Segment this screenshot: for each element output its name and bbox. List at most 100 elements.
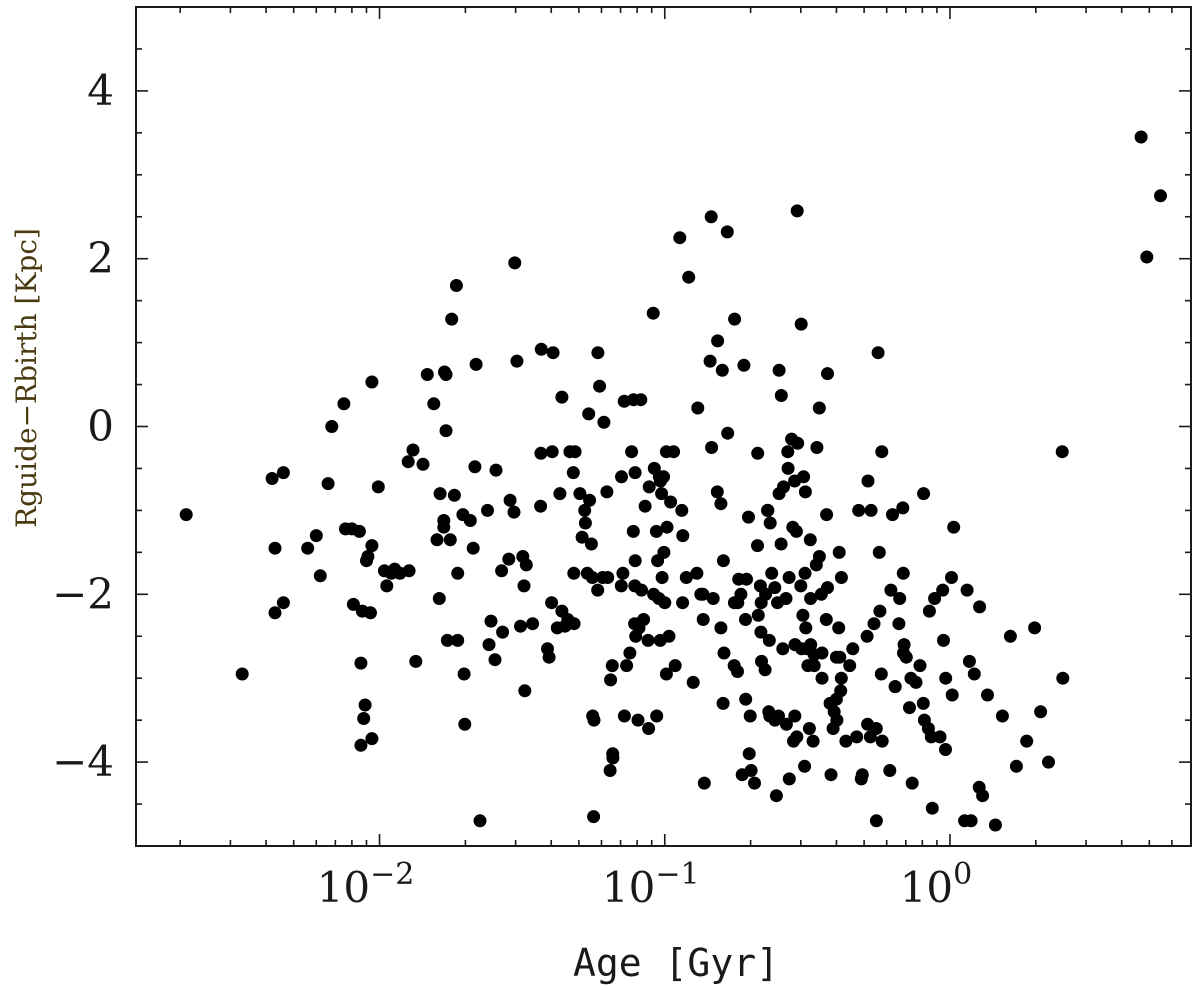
data-point <box>981 688 994 702</box>
data-point <box>869 722 883 735</box>
data-point <box>583 493 597 507</box>
data-point <box>715 363 729 377</box>
data-point <box>534 446 548 460</box>
data-point <box>739 692 753 706</box>
data-point <box>716 696 730 710</box>
data-point <box>883 764 897 777</box>
data-point <box>903 701 916 715</box>
data-point <box>568 445 582 459</box>
data-point <box>794 317 808 331</box>
data-point <box>268 541 282 555</box>
data-point <box>591 346 605 360</box>
data-point <box>1056 671 1070 685</box>
data-point <box>798 759 812 773</box>
data-point <box>1028 621 1042 635</box>
data-point <box>534 342 548 356</box>
data-point <box>696 613 710 626</box>
data-point <box>503 493 517 507</box>
data-point <box>352 524 366 538</box>
data-point <box>646 306 660 320</box>
data-point <box>662 629 676 643</box>
data-point <box>807 659 821 673</box>
data-point <box>945 571 958 584</box>
data-point <box>597 415 611 429</box>
data-point <box>933 730 947 744</box>
data-point <box>1134 130 1148 144</box>
data-point <box>534 499 548 513</box>
data-point <box>420 368 434 381</box>
data-point <box>449 279 463 292</box>
data-point <box>790 730 804 744</box>
data-point <box>631 713 645 727</box>
data-point <box>605 659 619 673</box>
data-point <box>690 566 704 580</box>
data-point <box>553 487 567 501</box>
plot-frame <box>135 6 1192 847</box>
data-point <box>469 357 483 371</box>
data-point <box>774 389 788 402</box>
data-point <box>466 541 480 555</box>
data-point <box>803 533 817 547</box>
data-point <box>696 587 710 601</box>
data-point <box>430 533 444 547</box>
data-point <box>896 566 910 580</box>
data-point <box>796 608 810 622</box>
data-point <box>705 441 719 454</box>
data-point <box>884 583 898 597</box>
data-point <box>649 524 663 538</box>
data-point <box>555 390 569 404</box>
data-point <box>804 638 818 652</box>
data-point <box>660 520 674 534</box>
data-point <box>765 566 779 580</box>
data-point <box>763 516 777 530</box>
data-point <box>947 520 961 534</box>
data-point <box>797 470 811 484</box>
data-point <box>717 646 731 660</box>
data-point <box>916 696 930 710</box>
data-point <box>790 204 804 218</box>
data-point <box>740 572 753 586</box>
data-point <box>832 545 846 559</box>
data-point <box>834 571 848 584</box>
data-point <box>655 571 669 584</box>
data-point <box>893 592 907 605</box>
data-point <box>897 638 911 652</box>
ticks-layer <box>136 6 1192 847</box>
data-point <box>781 445 795 459</box>
data-point <box>546 346 560 360</box>
data-point <box>365 375 379 389</box>
data-point <box>962 654 976 668</box>
data-point <box>758 663 772 677</box>
data-point <box>451 633 465 647</box>
data-point <box>447 488 461 502</box>
data-point <box>815 671 829 685</box>
data-point <box>830 713 844 727</box>
data-point <box>812 550 826 563</box>
data-point <box>769 789 783 803</box>
data-point <box>518 684 532 698</box>
data-point <box>641 633 655 647</box>
data-point <box>620 659 634 673</box>
data-point <box>812 401 826 415</box>
data-point <box>542 650 556 664</box>
data-point <box>591 583 605 597</box>
data-point <box>676 596 690 610</box>
data-point <box>892 617 906 631</box>
data-point <box>1042 755 1055 769</box>
data-point <box>781 461 795 475</box>
data-point <box>276 466 290 480</box>
data-point <box>585 571 599 584</box>
data-point <box>354 738 368 752</box>
data-point <box>861 474 875 488</box>
data-point <box>1020 734 1034 748</box>
data-point <box>623 646 637 660</box>
data-point <box>731 665 744 678</box>
data-point <box>896 501 910 515</box>
data-point <box>658 596 672 610</box>
data-point <box>433 487 447 501</box>
data-point <box>508 256 522 270</box>
data-point <box>976 789 990 803</box>
data-point <box>751 539 764 553</box>
data-point <box>945 688 959 702</box>
y-tick-label: 0 <box>87 402 114 451</box>
